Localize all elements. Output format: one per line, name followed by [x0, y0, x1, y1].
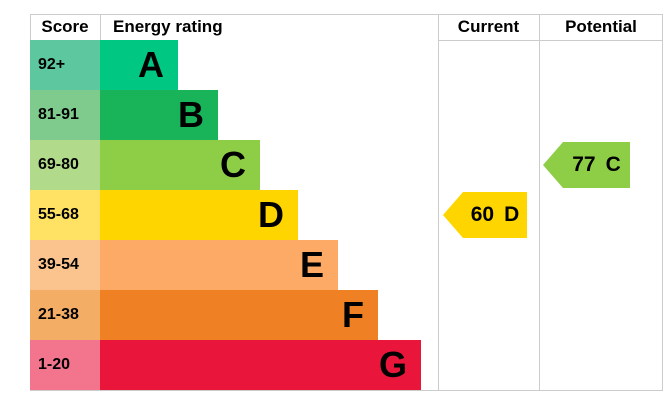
- epc-table: Score Energy rating Current Potential 92…: [30, 14, 664, 391]
- band-bar-a: A: [100, 40, 178, 90]
- potential-column-divider: [539, 14, 540, 391]
- score-cell-b: 81-91: [30, 90, 100, 140]
- band-row-f: 21-38 F: [30, 290, 663, 340]
- band-bar-d: D: [100, 190, 298, 240]
- current-column-divider: [438, 14, 439, 391]
- score-cell-c: 69-80: [30, 140, 100, 190]
- score-cell-d: 55-68: [30, 190, 100, 240]
- current-rating-letter: D: [504, 203, 520, 226]
- header-left-border: [30, 14, 31, 40]
- potential-rating-arrow: 77 C: [543, 142, 630, 188]
- band-bar-g: G: [100, 340, 421, 390]
- band-bar-b: B: [100, 90, 218, 140]
- table-right-border: [662, 14, 663, 391]
- band-row-b: 81-91 B: [30, 90, 663, 140]
- band-row-e: 39-54 E: [30, 240, 663, 290]
- band-bar-e: E: [100, 240, 338, 290]
- band-bar-f: F: [100, 290, 378, 340]
- header-potential: Potential: [565, 17, 637, 36]
- band-bar-c: C: [100, 140, 260, 190]
- current-rating-score: 60: [470, 203, 495, 226]
- current-rating-arrow: 60 D: [443, 192, 527, 238]
- score-column-divider: [100, 14, 101, 40]
- score-cell-a: 92+: [30, 40, 100, 90]
- score-cell-g: 1-20: [30, 340, 100, 390]
- potential-rating-score: 77: [572, 153, 596, 176]
- header-current: Current: [457, 17, 520, 36]
- band-rows: 92+ A 81-91 B 69-80 C 55-68 D 39-54 E 21…: [30, 40, 663, 390]
- band-row-c: 69-80 C: [30, 140, 663, 190]
- table-bottom-border: [30, 390, 663, 391]
- band-row-a: 92+ A: [30, 40, 663, 90]
- band-row-d: 55-68 D: [30, 190, 663, 240]
- score-cell-f: 21-38: [30, 290, 100, 340]
- score-cell-e: 39-54: [30, 240, 100, 290]
- header-energy-rating: Energy rating: [113, 17, 223, 36]
- header-bottom-border: [438, 40, 663, 41]
- table-top-border: [30, 14, 663, 15]
- band-row-g: 1-20 G: [30, 340, 663, 390]
- header-score: Score: [41, 17, 89, 36]
- potential-rating-letter: C: [605, 153, 621, 176]
